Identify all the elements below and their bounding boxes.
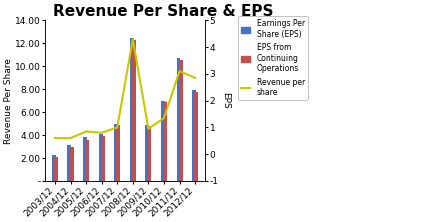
Legend: Earnings Per
Share (EPS), EPS from
Continuing
Operations, Revenue per
share: Earnings Per Share (EPS), EPS from Conti… (238, 16, 308, 100)
Bar (85, 140, 89, 181)
Y-axis label: Revenue Per Share: Revenue Per Share (4, 58, 13, 144)
Bar (192, 90, 196, 181)
Y-axis label: EPS: EPS (221, 92, 230, 109)
Bar (179, 60, 183, 181)
Bar (163, 102, 167, 181)
Bar (130, 38, 133, 181)
Bar (161, 101, 165, 181)
Bar (83, 137, 87, 181)
Bar (132, 40, 136, 181)
Bar (68, 145, 71, 181)
Bar (52, 155, 56, 181)
Bar (114, 124, 118, 181)
Bar (148, 127, 152, 181)
Bar (116, 125, 120, 181)
Bar (194, 92, 198, 181)
Bar (176, 58, 180, 181)
Text: Revenue Per Share & EPS: Revenue Per Share & EPS (53, 4, 273, 19)
Bar (70, 147, 73, 181)
Bar (54, 157, 58, 181)
Bar (99, 134, 103, 181)
Bar (145, 125, 149, 181)
Bar (101, 136, 105, 181)
